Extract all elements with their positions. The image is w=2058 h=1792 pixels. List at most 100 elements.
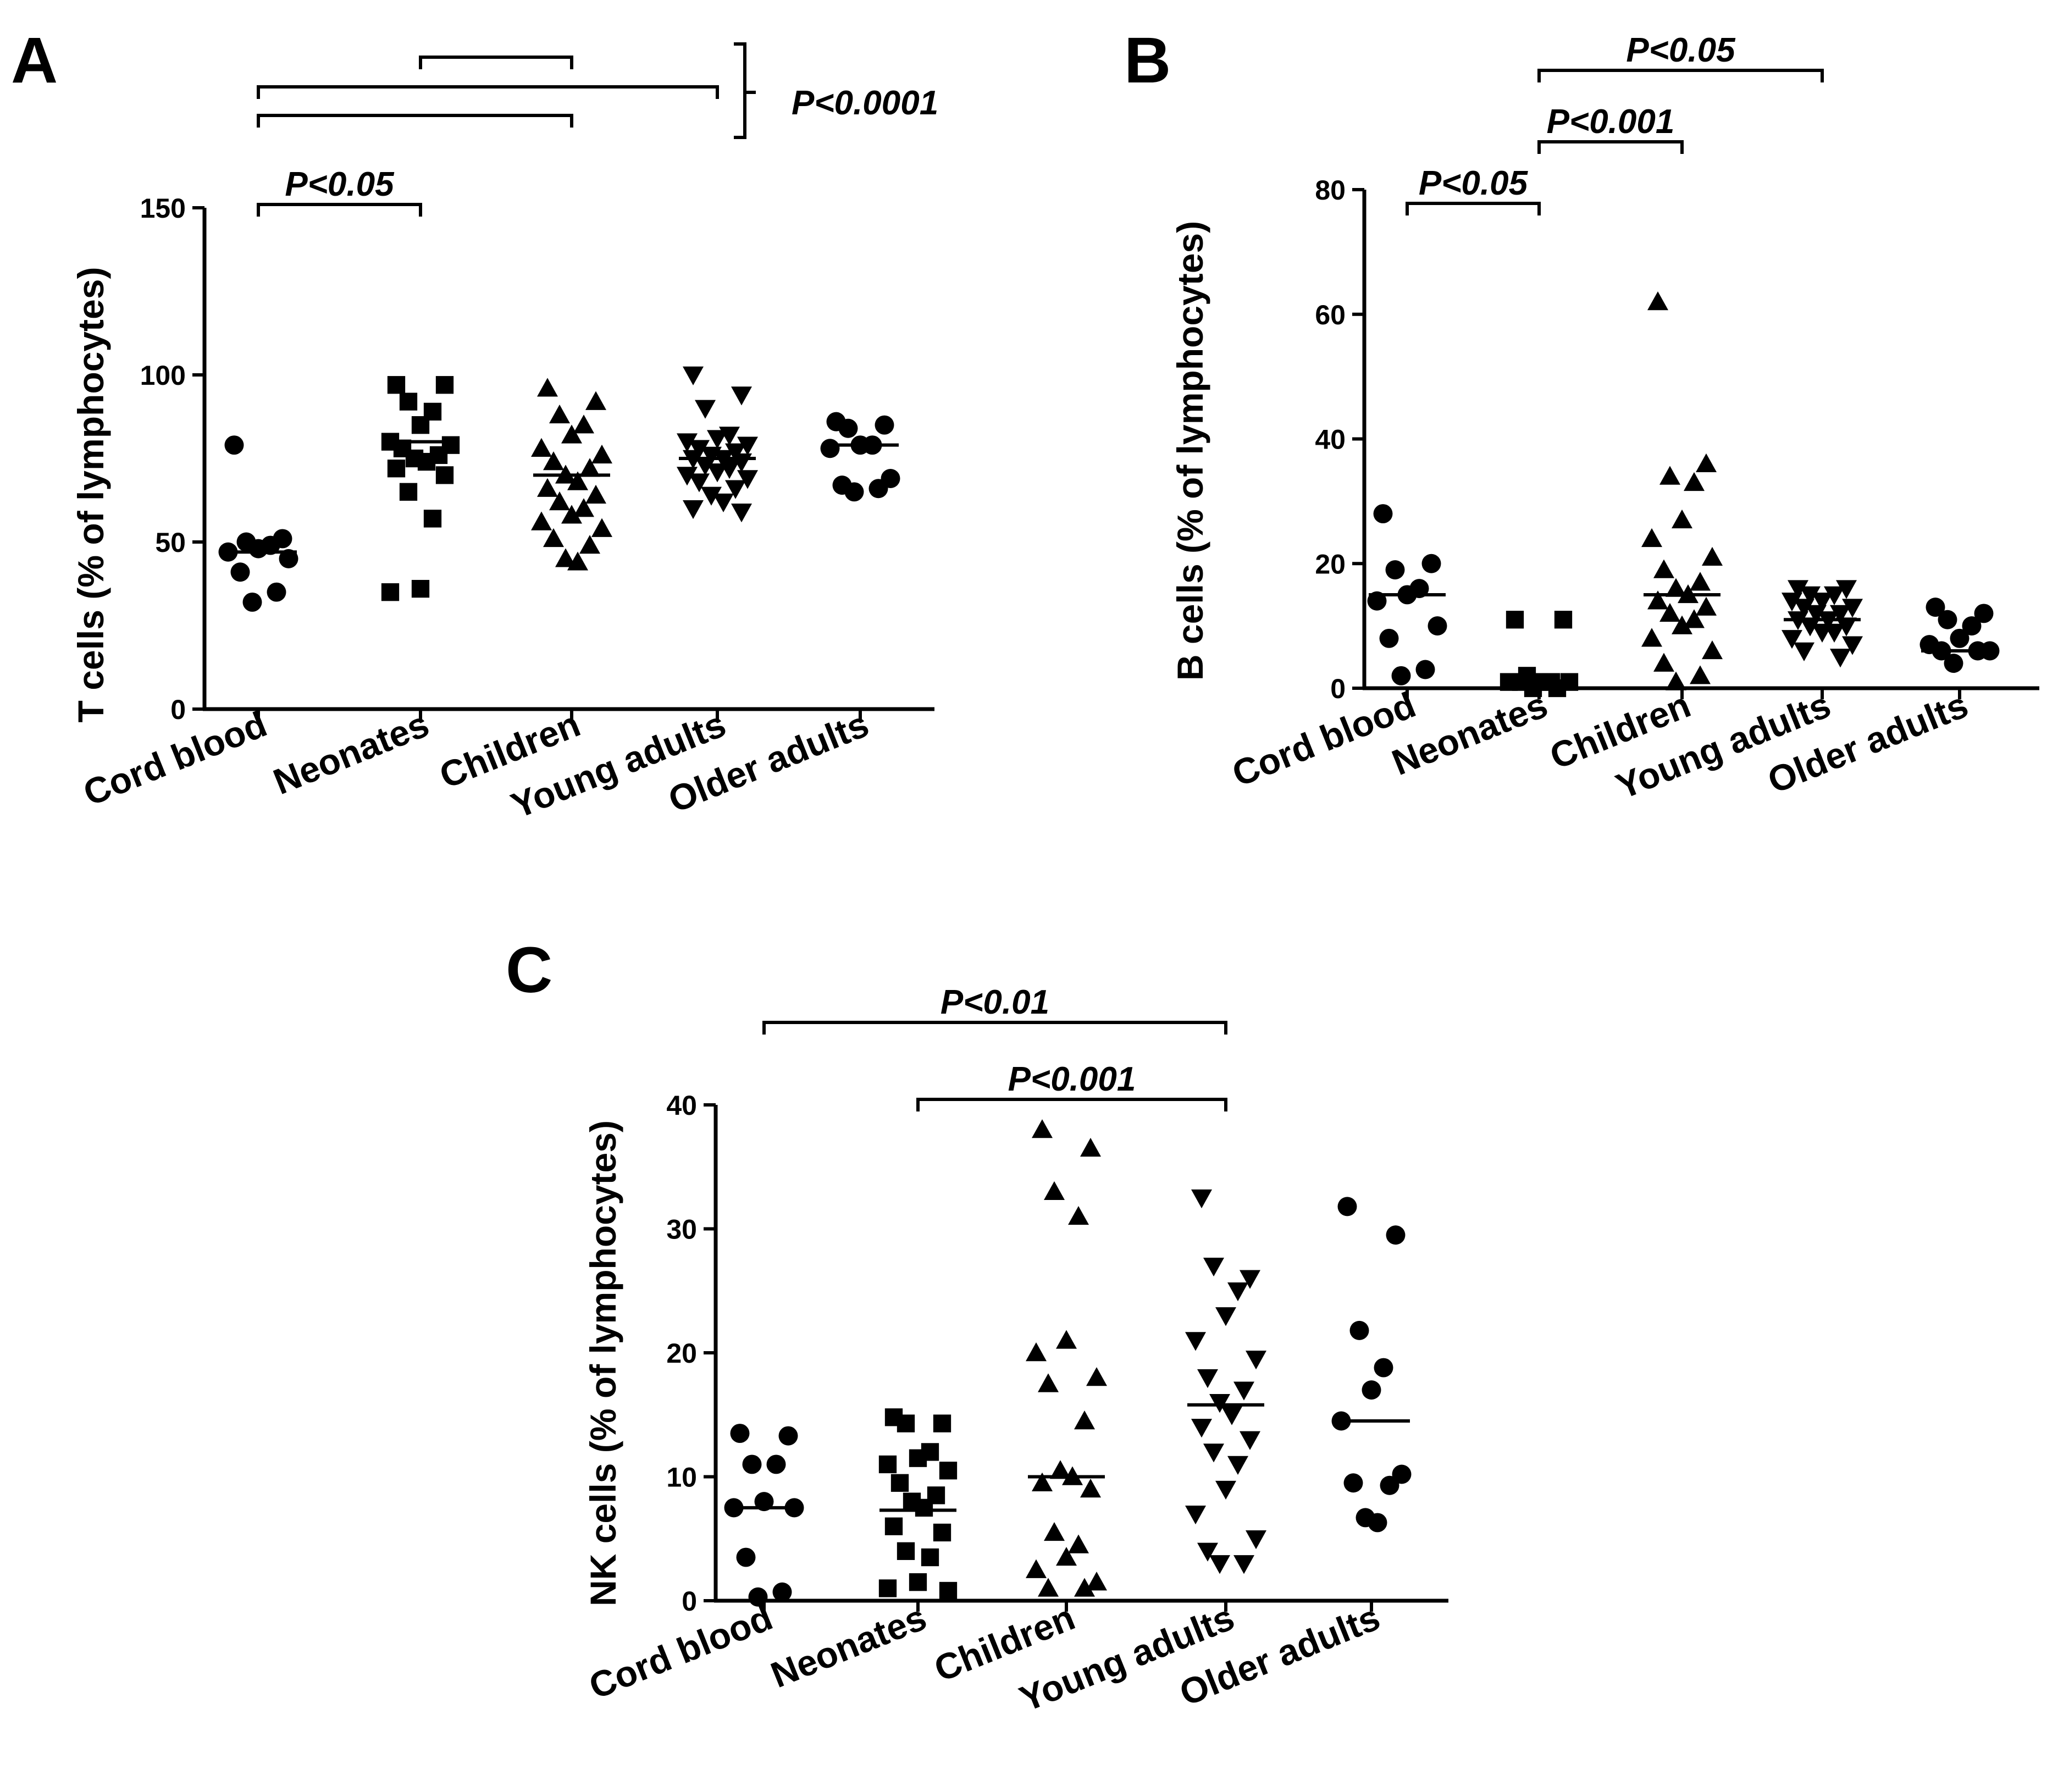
data-point <box>933 1414 951 1433</box>
data-point <box>909 1449 927 1467</box>
data-point <box>707 430 728 449</box>
data-point <box>381 583 400 601</box>
data-point <box>766 1454 786 1474</box>
median-lines <box>1369 593 1998 684</box>
panel-letter: B <box>1124 24 1171 97</box>
y-ticks: 0 10 20 30 40 <box>666 1090 716 1617</box>
data-point <box>549 491 570 511</box>
data-point <box>701 486 722 506</box>
data-point <box>435 466 454 484</box>
data-point <box>1554 611 1573 629</box>
y-tick-label: 50 <box>155 527 186 558</box>
y-tick-label: 40 <box>666 1090 697 1121</box>
data-point <box>1794 599 1814 618</box>
data-point <box>1696 596 1717 616</box>
data-point <box>1702 546 1723 566</box>
y-ticks: 0 50 100 150 <box>140 193 204 725</box>
data-point <box>591 444 612 464</box>
data-point <box>1391 666 1411 685</box>
data-point <box>1659 466 1680 485</box>
data-point <box>1032 1472 1053 1491</box>
median-lines <box>726 1403 1410 1512</box>
data-point <box>1197 1369 1218 1389</box>
data-point <box>1782 630 1802 649</box>
data-point <box>1038 1578 1059 1597</box>
comparison-brackets: P<0.01 P<0.001 <box>762 983 1227 1111</box>
data-point <box>1830 649 1851 668</box>
comparison-bracket <box>1406 202 1541 215</box>
data-point <box>1026 1559 1047 1578</box>
data-point <box>1246 1351 1266 1370</box>
data-point <box>884 1517 903 1535</box>
data-point <box>689 440 710 459</box>
p-value-label: P<0.05 <box>285 165 395 203</box>
data-point <box>1227 1282 1248 1302</box>
data-point <box>1824 586 1845 605</box>
data-point <box>1203 1257 1224 1277</box>
data-point <box>1185 1332 1206 1351</box>
data-point <box>1506 611 1524 629</box>
data-point <box>1428 616 1447 636</box>
data-points <box>1367 291 2000 698</box>
data-point <box>1233 1381 1254 1401</box>
data-point <box>279 549 298 568</box>
data-point <box>1666 578 1686 597</box>
group-p-value: P<0.0001 <box>792 84 938 122</box>
data-point <box>1794 642 1814 661</box>
comparison-bracket <box>257 203 422 217</box>
data-point <box>549 404 570 424</box>
category-label: Cord blood <box>583 1596 778 1706</box>
y-axis-label: NK cells (% of lymphocytes) <box>583 1120 623 1606</box>
data-point <box>897 1542 915 1560</box>
data-point <box>689 473 710 493</box>
data-point <box>543 451 564 471</box>
data-point <box>1068 1205 1089 1225</box>
data-point <box>933 1523 951 1542</box>
data-point <box>1374 1358 1393 1378</box>
data-point <box>1068 1534 1089 1553</box>
data-point <box>543 528 564 547</box>
data-point <box>868 479 888 499</box>
data-point <box>567 471 588 490</box>
data-point <box>573 498 594 517</box>
data-point <box>683 366 704 385</box>
data-point <box>1666 671 1686 690</box>
data-point <box>242 592 262 612</box>
panel-letter: C <box>506 934 552 1006</box>
data-point <box>1836 617 1857 637</box>
data-point <box>1349 1320 1369 1340</box>
data-point <box>531 511 552 530</box>
data-point <box>537 378 558 397</box>
data-point <box>778 1426 798 1446</box>
data-point <box>1056 1547 1077 1566</box>
panel-letter: A <box>11 24 58 97</box>
data-point <box>1026 1342 1047 1362</box>
y-tick-label: 0 <box>1330 673 1346 704</box>
data-point <box>1209 1555 1230 1574</box>
data-point <box>1392 1464 1412 1484</box>
data-point <box>1080 1137 1101 1157</box>
comparison-bracket <box>1537 140 1684 154</box>
data-point <box>224 435 244 455</box>
y-tick-label: 40 <box>1315 424 1346 455</box>
data-point <box>399 483 418 501</box>
comparison-bracket <box>257 114 573 128</box>
data-point <box>939 1462 958 1480</box>
data-point <box>573 414 594 434</box>
p-value-label: P<0.05 <box>1626 31 1736 69</box>
data-point <box>820 439 840 458</box>
data-point <box>1227 1456 1248 1475</box>
data-point <box>1974 604 1994 623</box>
comparison-bracket <box>419 56 573 69</box>
data-point <box>1337 1197 1357 1216</box>
data-point <box>1812 593 1833 612</box>
data-point <box>1812 623 1833 643</box>
data-point <box>844 482 864 502</box>
p-value-label: P<0.001 <box>1008 1060 1136 1098</box>
comparison-bracket <box>916 1098 1227 1111</box>
comparison-bracket <box>762 1021 1227 1035</box>
data-point <box>411 416 430 434</box>
data-points <box>724 1119 1412 1607</box>
data-point <box>1415 660 1435 679</box>
